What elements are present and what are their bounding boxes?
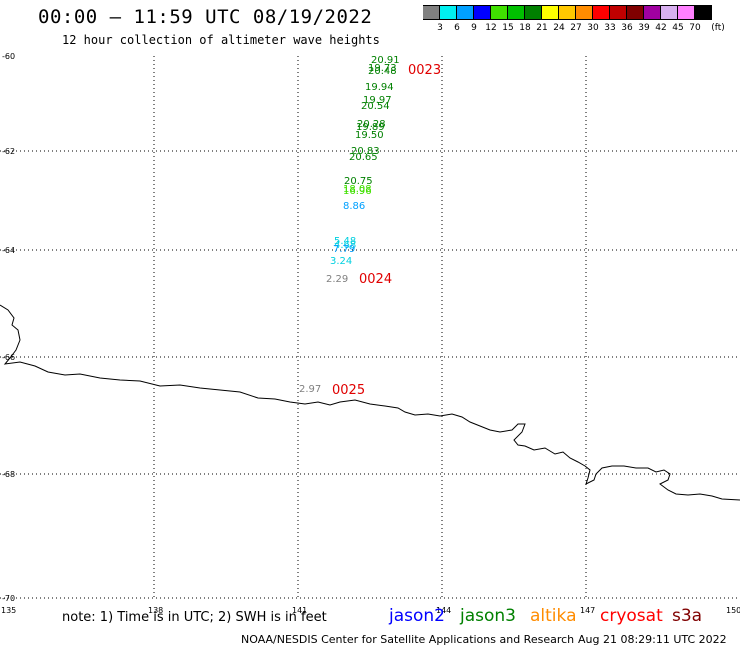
wave-height-label: 16.96 xyxy=(343,186,372,197)
satellite-name: jason2 xyxy=(389,606,445,626)
wave-height-label: 19.89 xyxy=(356,122,385,133)
lon-tick-label: 135 xyxy=(1,606,16,615)
wave-height-label: 18.08 xyxy=(343,184,372,195)
lon-tick-label: 147 xyxy=(580,606,595,615)
legend-tick-label: 36 xyxy=(621,23,633,33)
lat-tick-label: -60 xyxy=(2,52,15,61)
chart-title: 00:00 – 11:59 UTC 08/19/2022 xyxy=(38,6,373,28)
legend-tick-label: 33 xyxy=(604,23,616,33)
legend-swatch xyxy=(559,5,576,20)
lon-tick-label: 141 xyxy=(292,606,307,615)
lon-tick-label: 144 xyxy=(436,606,451,615)
legend-tick-label: 27 xyxy=(570,23,582,33)
pass-time-label: 0025 xyxy=(332,383,365,398)
wave-height-label: 20.28 xyxy=(357,119,386,130)
legend-tick-label: 24 xyxy=(553,23,565,33)
legend-swatch xyxy=(457,5,474,20)
wave-height-label: 20.75 xyxy=(344,176,373,187)
lon-tick-label: 150 xyxy=(726,606,740,615)
legend-tick-label: 9 xyxy=(471,23,477,33)
legend-swatch xyxy=(695,5,712,20)
legend-tick-label: 70 xyxy=(689,23,701,33)
legend-swatch xyxy=(593,5,610,20)
pass-time-label: 0023 xyxy=(408,63,441,78)
legend-swatch xyxy=(610,5,627,20)
legend-tick-label: 30 xyxy=(587,23,599,33)
legend-swatch xyxy=(661,5,678,20)
legend-swatch xyxy=(542,5,559,20)
wave-height-label: 19.97 xyxy=(363,95,392,106)
wave-height-label: 8.86 xyxy=(343,201,365,212)
lon-tick-label: 138 xyxy=(148,606,163,615)
pass-time-labels: 0023 0024 0025 xyxy=(332,63,441,398)
wave-height-label: 5.48 xyxy=(334,236,356,247)
wave-height-label: 7.79 xyxy=(333,244,355,255)
lat-tick-label: -64 xyxy=(2,246,15,255)
chart-subtitle: 12 hour collection of altimeter wave hei… xyxy=(62,33,380,47)
satellite-name: cryosat xyxy=(600,606,663,626)
antarctic-coastline xyxy=(0,304,740,501)
wave-height-label: 2.29 xyxy=(326,274,348,285)
legend-swatch xyxy=(423,5,440,20)
wave-height-label: 20.54 xyxy=(361,101,390,112)
legend-swatch xyxy=(474,5,491,20)
satellite-name: jason3 xyxy=(460,606,516,626)
legend-tick-label: 6 xyxy=(454,23,460,33)
legend-swatch xyxy=(508,5,525,20)
wave-height-label: 20.48 xyxy=(368,66,397,77)
legend-swatch xyxy=(627,5,644,20)
legend-tick-label: 39 xyxy=(638,23,650,33)
lat-tick-label: -68 xyxy=(2,470,15,479)
wave-height-label: 2.97 xyxy=(299,384,321,395)
footnote: note: 1) Time is in UTC; 2) SWH is in fe… xyxy=(62,610,327,625)
wave-height-label: 19.73 xyxy=(368,63,397,74)
wave-height-label: 3.24 xyxy=(330,256,352,267)
satellite-name: s3a xyxy=(672,606,703,626)
satellite-name: altika xyxy=(530,606,577,626)
wave-height-label: 19.50 xyxy=(355,130,384,141)
legend-tick-label: 15 xyxy=(502,23,514,33)
legend-tick-label: 12 xyxy=(485,23,497,33)
legend-tick-label: 3 xyxy=(437,23,443,33)
lat-tick-label: -62 xyxy=(2,147,15,156)
legend-swatch xyxy=(678,5,695,20)
generated-timestamp: Aug 21 08:29:11 UTC 2022 xyxy=(578,633,727,646)
wave-height-label: 19.94 xyxy=(365,82,394,93)
legend-swatch xyxy=(576,5,593,20)
legend-swatch xyxy=(525,5,542,20)
lat-tick-label: -66 xyxy=(2,353,15,362)
legend-swatch xyxy=(440,5,457,20)
legend-tick-label: 42 xyxy=(655,23,667,33)
pass-time-label: 0024 xyxy=(359,272,392,287)
legend-unit: (ft) xyxy=(711,23,725,33)
legend-tick-label: 21 xyxy=(536,23,548,33)
wave-height-label: 20.91 xyxy=(371,55,400,66)
credit-line: NOAA/NESDIS Center for Satellite Applica… xyxy=(241,633,575,646)
wave-height-label: 20.65 xyxy=(349,152,378,163)
legend-tick-label: 18 xyxy=(519,23,531,33)
wave-height-label: 20.83 xyxy=(351,146,380,157)
legend-swatch xyxy=(644,5,661,20)
wave-height-label: 4.68 xyxy=(334,240,356,251)
legend-swatch xyxy=(491,5,508,20)
legend-tick-label: 45 xyxy=(672,23,684,33)
